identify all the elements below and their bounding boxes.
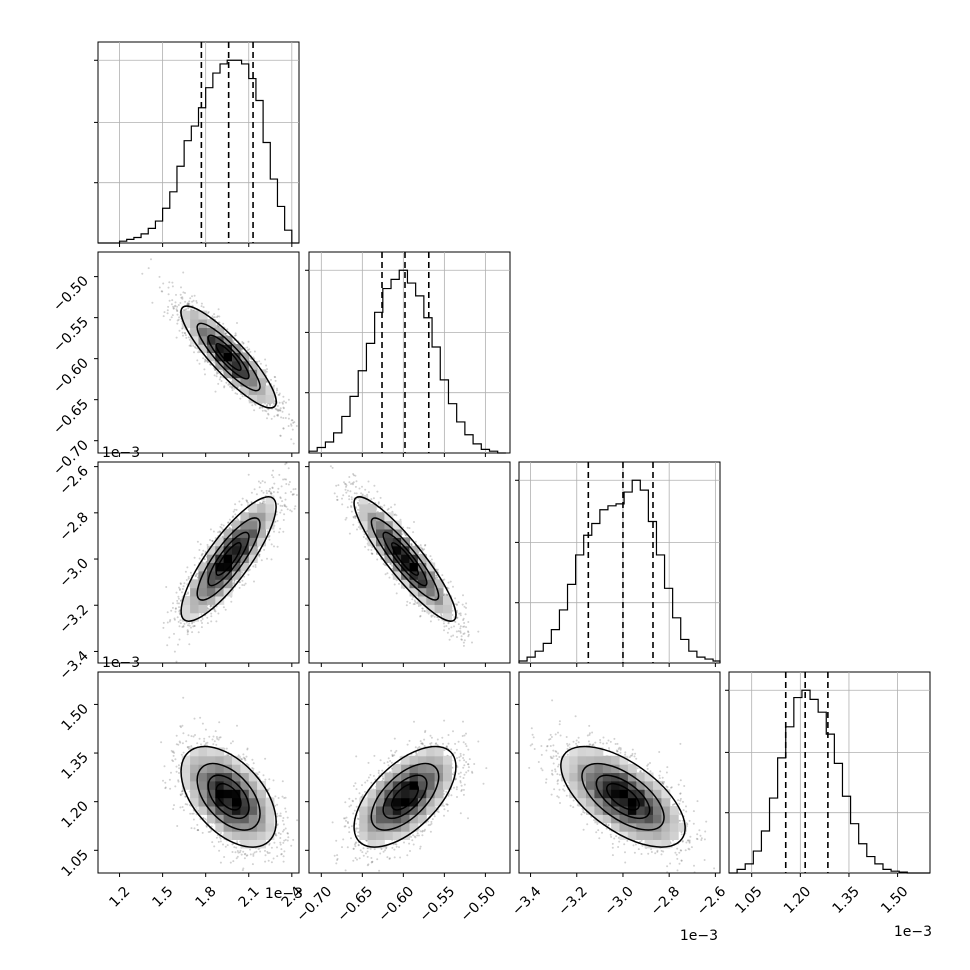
xtick-label-0-2: 1.8 <box>193 884 220 911</box>
joint-content-3-1 <box>331 719 510 872</box>
joint-frame-2-1 <box>308 461 511 664</box>
y-offset-label-2: 1e−3 <box>102 655 140 671</box>
joint-frame-1-0 <box>97 251 300 454</box>
contour-3-1-1 <box>370 762 440 831</box>
xtick-label-3-0: 1.05 <box>732 884 765 917</box>
joint-content-1-0 <box>141 258 298 445</box>
ytick-label-1-2: −0.60 <box>50 355 92 397</box>
xtick-label-3-1: 1.20 <box>781 884 814 917</box>
ytick-label-3-3: 1.50 <box>58 701 91 734</box>
hist-frame-2 <box>518 461 721 664</box>
x-offset-label-0: 1e−3 <box>265 886 303 902</box>
hist-bars-0 <box>98 59 299 244</box>
hist-bars-2 <box>518 479 721 663</box>
contour-2-0-2 <box>207 531 250 587</box>
contour-3-0-2 <box>207 774 250 820</box>
xtick-label-1-2: −0.60 <box>376 884 418 926</box>
ytick-label-3-2: 1.35 <box>58 750 91 783</box>
hist-panel-0 <box>94 41 300 247</box>
joint-frame-3-1 <box>308 671 511 874</box>
ytick-label-1-3: −0.55 <box>50 314 92 356</box>
joint-content-2-1 <box>329 465 480 647</box>
hist-bars-3 <box>729 689 930 874</box>
contour-2-1-1 <box>370 517 440 601</box>
xtick-label-3-2: 1.35 <box>830 884 863 917</box>
joint-frame-2-0 <box>97 461 300 664</box>
contour-1-0-0 <box>180 305 277 409</box>
contour-3-2-0 <box>560 745 686 848</box>
hist-panel-2 <box>515 461 721 667</box>
xtick-label-2-2: −3.0 <box>602 884 637 919</box>
contour-3-1-2 <box>382 774 428 820</box>
contour-3-0-3 <box>215 782 242 811</box>
xtick-label-0-0: 1.2 <box>106 884 133 911</box>
joint-panel-2-0 <box>94 461 300 667</box>
xtick-label-0-1: 1.5 <box>149 884 176 911</box>
hist-frame-3 <box>728 671 931 874</box>
x-offset-label-2: 1e−3 <box>680 928 718 944</box>
joint-content-3-2 <box>528 699 716 873</box>
ytick-label-2-3: −2.8 <box>56 509 91 544</box>
density-blocks-3-0 <box>181 747 275 849</box>
joint-frame-3-2 <box>518 671 721 874</box>
joint-panel-1-0 <box>94 251 300 457</box>
contour-3-0-1 <box>196 762 261 831</box>
contour-2-1-2 <box>382 531 428 587</box>
contour-2-1-0 <box>353 496 457 622</box>
contour-2-0-1 <box>196 517 261 601</box>
contour-3-1-3 <box>390 782 420 811</box>
contour-2-0-3 <box>215 542 242 576</box>
x-offset-label-3: 1e−3 <box>894 924 932 940</box>
contour-3-2-3 <box>606 782 640 811</box>
xtick-label-2-1: −3.2 <box>555 884 590 919</box>
ytick-label-2-0: −3.4 <box>56 648 91 683</box>
joint-panel-3-0 <box>94 671 300 877</box>
joint-panel-3-2 <box>515 671 721 877</box>
y-offset-label-1: 1e−3 <box>102 445 140 461</box>
contour-3-2-1 <box>581 762 665 831</box>
xtick-label-2-4: −2.6 <box>694 884 729 919</box>
ytick-label-2-2: −3.0 <box>56 556 91 591</box>
hist-panel-1 <box>305 251 511 457</box>
contour-1-0-3 <box>215 342 242 372</box>
xtick-label-1-4: −0.50 <box>458 884 500 926</box>
joint-content-3-0 <box>160 696 299 872</box>
xtick-label-3-3: 1.50 <box>878 884 911 917</box>
joint-frame-3-0 <box>97 671 300 874</box>
ytick-label-2-1: −3.2 <box>56 602 91 637</box>
ytick-label-1-4: −0.50 <box>50 273 92 315</box>
contour-1-0-2 <box>207 334 250 380</box>
ytick-label-1-1: −0.65 <box>50 396 92 438</box>
xtick-label-2-0: −3.4 <box>509 884 544 919</box>
xtick-label-1-1: −0.65 <box>335 884 377 926</box>
contour-2-0-0 <box>180 496 277 622</box>
ytick-label-3-0: 1.05 <box>58 847 91 880</box>
xtick-label-0-3: 2.1 <box>236 884 263 911</box>
contour-1-0-1 <box>196 322 261 392</box>
xtick-label-1-3: −0.55 <box>417 884 459 926</box>
contour-3-0-0 <box>180 745 277 848</box>
ytick-label-3-1: 1.20 <box>58 798 91 831</box>
hist-bars-1 <box>308 269 506 454</box>
joint-panel-3-1 <box>305 671 511 877</box>
contour-3-2-2 <box>595 774 651 820</box>
joint-content-2-0 <box>162 462 298 663</box>
hist-frame-1 <box>308 251 511 454</box>
density-blocks-2-1 <box>359 495 452 622</box>
contour-2-1-3 <box>390 542 420 576</box>
joint-panel-2-1 <box>305 461 511 667</box>
hist-panel-3 <box>725 671 931 877</box>
contour-3-1-0 <box>353 745 457 848</box>
xtick-label-2-3: −2.8 <box>648 884 683 919</box>
